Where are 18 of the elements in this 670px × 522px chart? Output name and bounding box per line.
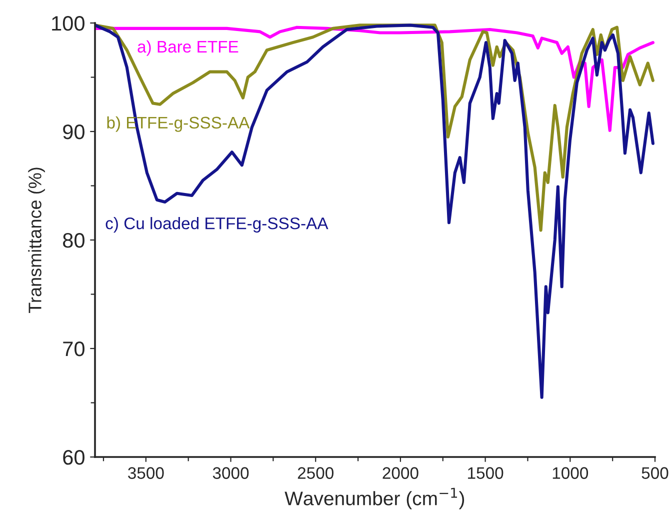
x-tick-label: 2000 [382,467,418,479]
x-tick-label: 500 [642,467,668,479]
line-series [95,24,654,399]
x-tick-label: 1500 [468,467,504,479]
y-axis-title: Transmittance (%) [28,168,45,313]
x-tick-label: 3000 [212,467,249,479]
text: c) Cu loaded ETFE-g-SSS-AA [106,217,328,233]
x-tick-label: 1000 [552,467,588,479]
line-series [95,26,654,132]
y-tick-label: 100 [52,16,84,31]
y-tick-label: 90 [63,124,84,140]
y-tick-label: 80 [63,233,84,248]
y-tick-label: 60 [63,450,84,465]
x-tick-label: 2500 [298,467,334,479]
y-tick-label: 70 [63,342,84,356]
series-label: a) Bare ETFE [138,40,238,56]
x-axis-title: Wavenumber (cm$^{−1}$) [284,488,464,510]
x-tick-label: 3500 [128,467,164,479]
